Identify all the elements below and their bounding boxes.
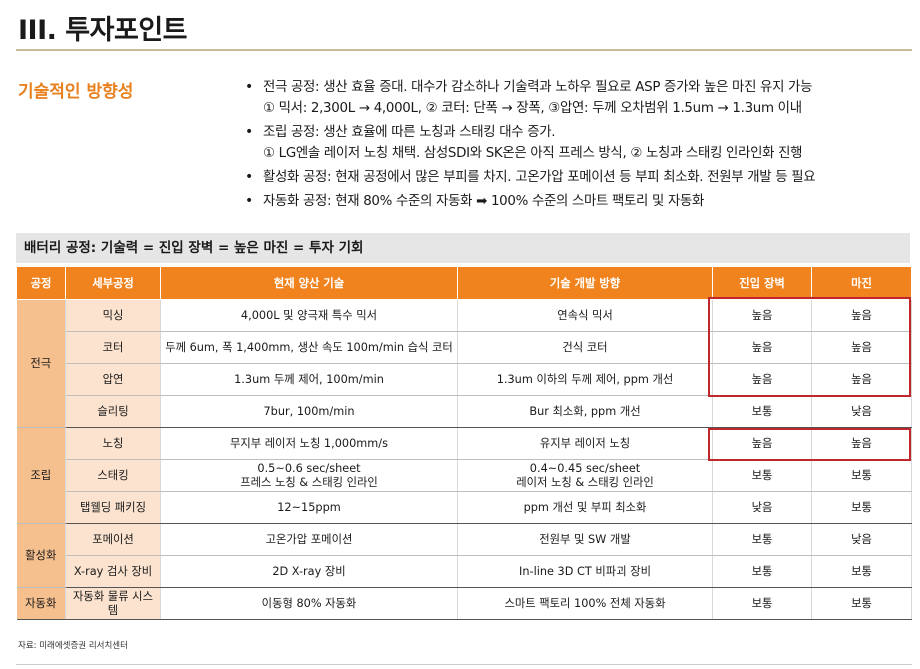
table-row: 압연 1.3um 두께 제어, 100m/min 1.3um 이하의 두께 제어…	[17, 363, 912, 396]
dev-direction-line: 레이저 노칭 & 스태킹 인라인	[516, 475, 654, 489]
barrier-cell: 높음	[712, 331, 812, 364]
current-tech-cell: 12~15ppm	[160, 491, 458, 524]
bullet-line: 자동화 공정: 현재 80% 수준의 자동화 ➡ 100% 수준의 스마트 팩토…	[263, 194, 705, 209]
subprocess-cell: 노칭	[65, 427, 161, 460]
bullet-list: • 전극 공정: 생산 효율 증대. 대수가 감소하나 기술력과 노하우 필요로…	[243, 77, 915, 215]
margin-cell: 낮음	[811, 523, 912, 556]
current-tech-cell: 이동형 80% 자동화	[160, 587, 458, 620]
barrier-cell: 보통	[712, 395, 812, 428]
subprocess-cell: 압연	[65, 363, 161, 396]
current-tech-cell: 4,000L 및 양극재 특수 믹서	[160, 299, 458, 332]
current-tech-line: 0.5~0.6 sec/sheet	[257, 461, 361, 475]
header-subprocess: 세부공정	[65, 266, 161, 300]
current-tech-cell: 두께 6um, 폭 1,400mm, 생산 속도 100m/min 습식 코터	[160, 331, 458, 364]
header-entry-barrier: 진입 장벽	[712, 266, 812, 300]
dev-direction-cell: Bur 최소화, ppm 개선	[457, 395, 713, 428]
dev-direction-cell: 유지부 레이저 노칭	[457, 427, 713, 460]
dev-direction-cell: 연속식 믹서	[457, 299, 713, 332]
bullet-dot: •	[245, 169, 253, 185]
table-row: 스태킹 0.5~0.6 sec/sheet 프레스 노칭 & 스태킹 인라인 0…	[17, 459, 912, 492]
dev-direction-cell: In-line 3D CT 비파괴 장비	[457, 555, 713, 588]
table-row: 탭웰딩 패키징 12~15ppm ppm 개선 및 부피 최소화 낮음 보통	[17, 491, 912, 524]
barrier-cell: 보통	[712, 587, 812, 620]
current-tech-cell: 무지부 레이저 노칭 1,000mm/s	[160, 427, 458, 460]
subprocess-cell: 슬리팅	[65, 395, 161, 428]
dev-direction-line: 0.4~0.45 sec/sheet	[529, 461, 641, 475]
barrier-cell: 낮음	[712, 491, 812, 524]
current-tech-cell: 1.3um 두께 제어, 100m/min	[160, 363, 458, 396]
bullet-dot: •	[245, 79, 253, 95]
margin-cell: 높음	[811, 299, 912, 332]
title-divider	[16, 49, 912, 51]
bullet-dot: •	[245, 124, 253, 140]
margin-cell: 보통	[811, 491, 912, 524]
barrier-cell: 높음	[712, 363, 812, 396]
bottom-divider	[16, 664, 912, 665]
dev-direction-cell: 0.4~0.45 sec/sheet 레이저 노칭 & 스태킹 인라인	[457, 459, 713, 492]
current-tech-cell: 7bur, 100m/min	[160, 395, 458, 428]
table-header-row: 공정 세부공정 현재 양산 기술 기술 개발 방향 진입 장벽 마진	[16, 266, 912, 300]
header-process: 공정	[16, 266, 66, 300]
current-tech-line: 프레스 노칭 & 스태킹 인라인	[240, 475, 378, 489]
bullet-line: ① LG엔솔 레이저 노칭 채택. 삼성SDI와 SK온은 아직 프레스 방식,…	[263, 146, 803, 161]
bullet-line: 활성화 공정: 현재 공정에서 많은 부피를 차지. 고온가압 포메이션 등 부…	[263, 170, 816, 185]
bullet-line: ① 믹서: 2,300L → 4,000L, ② 코터: 단폭 → 장폭, ③압…	[263, 101, 802, 116]
dev-direction-cell: 스마트 팩토리 100% 전체 자동화	[457, 587, 713, 620]
margin-cell: 낮음	[811, 395, 912, 428]
table-row: X-ray 검사 장비 2D X-ray 장비 In-line 3D CT 비파…	[17, 555, 912, 588]
bullet-item: • 전극 공정: 생산 효율 증대. 대수가 감소하나 기술력과 노하우 필요로…	[243, 77, 915, 119]
source-note: 자료: 미래에셋증권 리서치센터	[18, 641, 128, 651]
page-title: III. 투자포인트	[18, 15, 188, 46]
current-tech-cell: 2D X-ray 장비	[160, 555, 458, 588]
category-cell: 자동화	[16, 587, 66, 620]
bullet-line: 조립 공정: 생산 효율에 따른 노칭과 스태킹 대수 증가.	[263, 125, 556, 140]
table-row: 조립 노칭 무지부 레이저 노칭 1,000mm/s 유지부 레이저 노칭 높음…	[16, 427, 912, 524]
margin-cell: 보통	[811, 587, 912, 620]
barrier-cell: 보통	[712, 523, 812, 556]
barrier-cell: 높음	[712, 299, 812, 332]
dev-direction-cell: 1.3um 이하의 두께 제어, ppm 개선	[457, 363, 713, 396]
bullet-item: • 자동화 공정: 현재 80% 수준의 자동화 ➡ 100% 수준의 스마트 …	[243, 191, 915, 212]
subprocess-cell: 탭웰딩 패키징	[65, 491, 161, 524]
bullet-item: • 활성화 공정: 현재 공정에서 많은 부피를 차지. 고온가압 포메이션 등…	[243, 167, 915, 188]
table-row: 슬리팅 7bur, 100m/min Bur 최소화, ppm 개선 보통 낮음	[17, 395, 912, 428]
subprocess-cell: 스태킹	[65, 459, 161, 492]
current-tech-cell: 고온가압 포메이션	[160, 523, 458, 556]
margin-cell: 높음	[811, 363, 912, 396]
table-row: 자동화 자동화 물류 시스템 이동형 80% 자동화 스마트 팩토리 100% …	[16, 587, 912, 620]
barrier-cell: 보통	[712, 555, 812, 588]
subprocess-cell: 포메이션	[65, 523, 161, 556]
subprocess-cell: 자동화 물류 시스템	[65, 587, 161, 620]
dev-direction-cell: ppm 개선 및 부피 최소화	[457, 491, 713, 524]
header-dev-direction: 기술 개발 방향	[457, 266, 713, 300]
process-table: 공정 세부공정 현재 양산 기술 기술 개발 방향 진입 장벽 마진 전극 믹싱…	[16, 266, 912, 620]
barrier-cell: 높음	[712, 427, 812, 460]
table-banner: 배터리 공정: 기술력 = 진입 장벽 = 높은 마진 = 투자 기회	[16, 233, 910, 263]
dev-direction-cell: 건식 코터	[457, 331, 713, 364]
bullet-item: • 조립 공정: 생산 효율에 따른 노칭과 스태킹 대수 증가. ① LG엔솔…	[243, 122, 915, 164]
subprocess-cell: 코터	[65, 331, 161, 364]
margin-cell: 높음	[811, 331, 912, 364]
bullet-dot: •	[245, 193, 253, 209]
dev-direction-cell: 전원부 및 SW 개발	[457, 523, 713, 556]
bullet-line: 전극 공정: 생산 효율 증대. 대수가 감소하나 기술력과 노하우 필요로 A…	[263, 80, 813, 95]
margin-cell: 보통	[811, 459, 912, 492]
category-cell: 활성화	[16, 523, 66, 588]
margin-cell: 높음	[811, 427, 912, 460]
header-margin: 마진	[811, 266, 912, 300]
section-label: 기술적인 방향성	[18, 82, 134, 102]
subprocess-cell: X-ray 검사 장비	[65, 555, 161, 588]
margin-cell: 보통	[811, 555, 912, 588]
barrier-cell: 보통	[712, 459, 812, 492]
table-row: 코터 두께 6um, 폭 1,400mm, 생산 속도 100m/min 습식 …	[17, 331, 912, 364]
category-cell: 조립	[16, 427, 66, 524]
header-current-tech: 현재 양산 기술	[160, 266, 458, 300]
table-row: 활성화 포메이션 고온가압 포메이션 전원부 및 SW 개발 보통 낮음	[16, 523, 912, 588]
subprocess-cell: 믹싱	[65, 299, 161, 332]
category-cell: 전극	[16, 299, 66, 428]
current-tech-cell: 0.5~0.6 sec/sheet 프레스 노칭 & 스태킹 인라인	[160, 459, 458, 492]
table-row: 전극 믹싱 4,000L 및 양극재 특수 믹서 연속식 믹서 높음 높음	[16, 299, 912, 428]
